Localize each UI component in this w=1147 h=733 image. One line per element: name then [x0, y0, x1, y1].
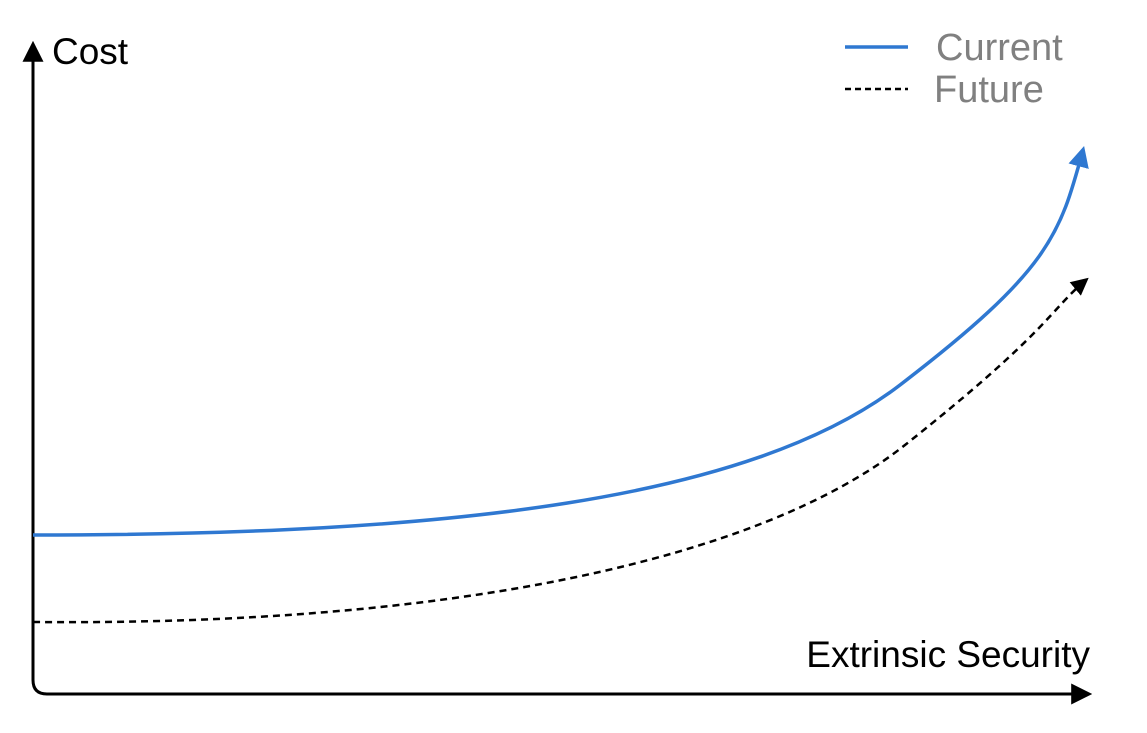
legend-label: Future — [934, 69, 1044, 111]
future-curve — [32, 277, 1089, 624]
y-axis-label: Cost — [52, 31, 129, 72]
current-curve — [32, 145, 1089, 537]
x-axis-label: Extrinsic Security — [806, 634, 1090, 675]
axes — [22, 40, 1093, 705]
legend-label: Current — [936, 27, 1063, 69]
